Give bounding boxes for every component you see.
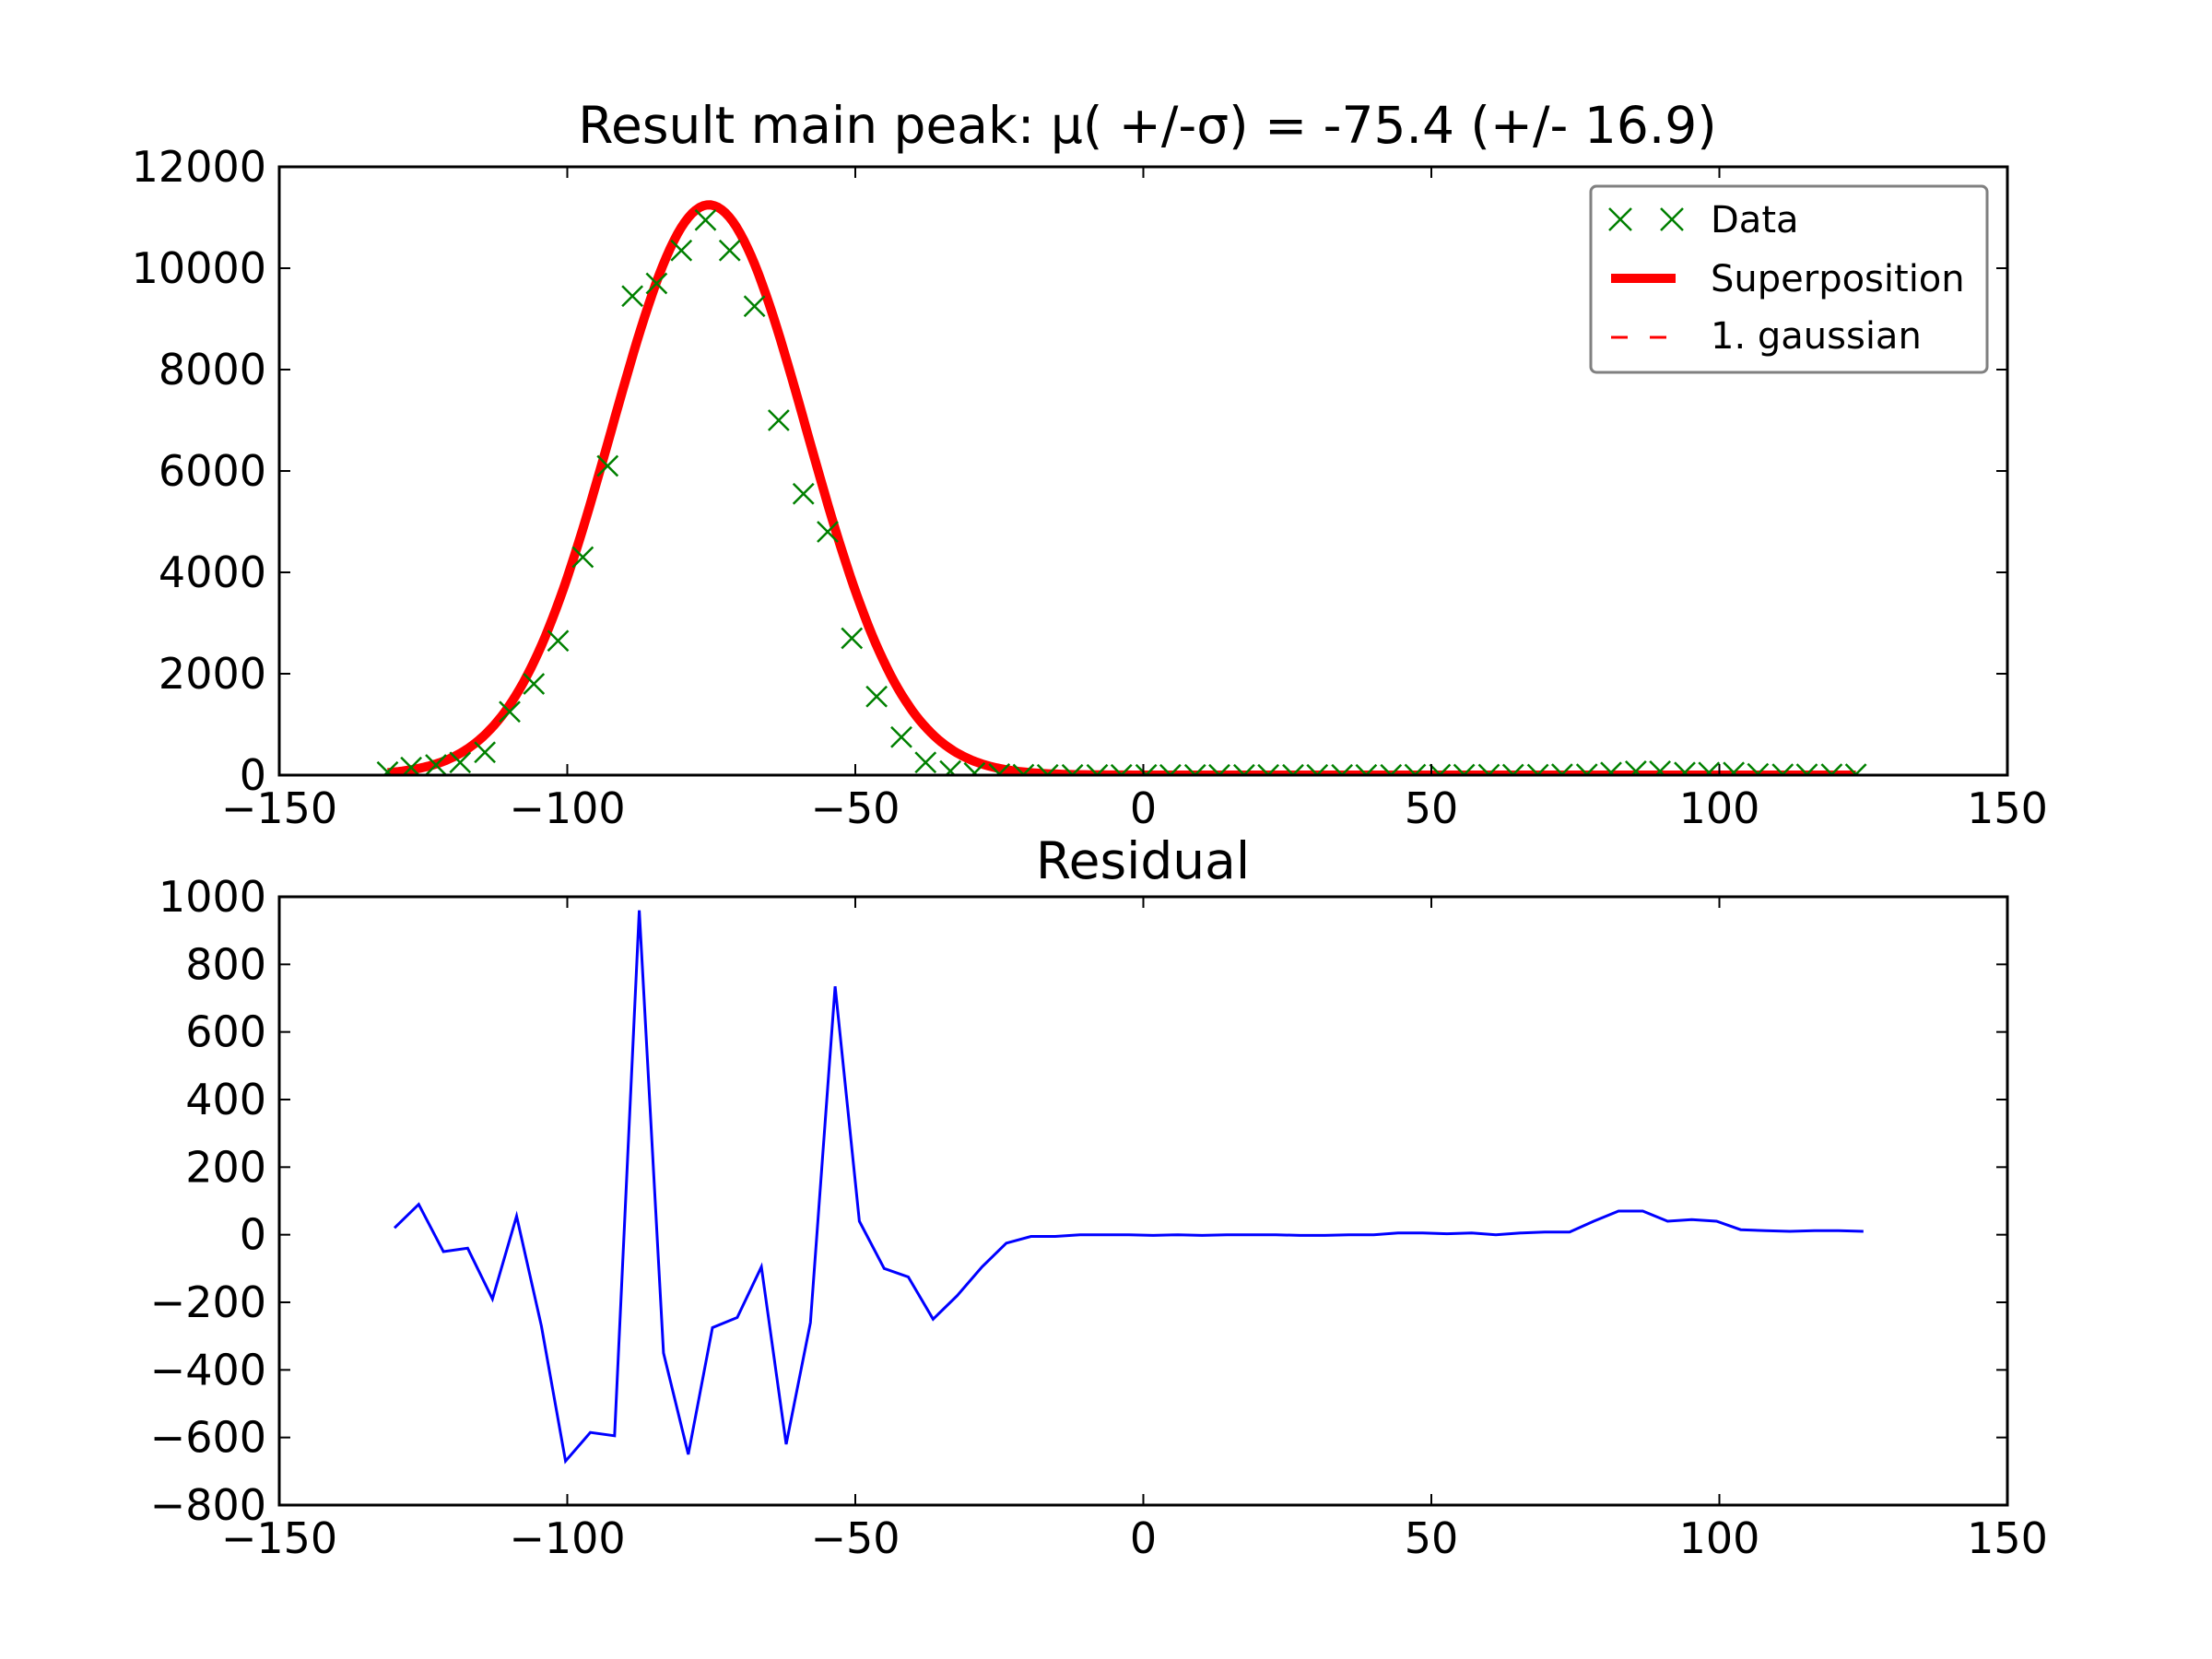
residual-line <box>393 910 1864 1465</box>
data-point <box>841 627 864 650</box>
legend-data-label: Data <box>1711 199 1799 241</box>
data-point <box>596 454 619 477</box>
legend-box <box>1589 184 1989 374</box>
data-point <box>523 673 546 695</box>
main-peak-ytick-label: 10000 <box>132 243 266 293</box>
data-point <box>547 629 570 653</box>
residual-plot: Residual −150 −100 −50 0 50 100 150 −800 −600 −40… <box>150 831 2048 1563</box>
data-point <box>939 759 962 775</box>
data-point <box>817 521 839 543</box>
main-peak-xtick-label: 0 <box>1130 783 1157 833</box>
legend-data-marker-x <box>1608 207 1632 231</box>
data-point <box>621 285 644 308</box>
residual-ytick-label: 0 <box>240 1210 266 1260</box>
main-peak-xtick-label: 50 <box>1405 783 1459 833</box>
data-point <box>963 761 986 775</box>
legend-superposition-label: Superposition <box>1711 258 1965 300</box>
main-peak-xtick-label: −150 <box>221 783 337 833</box>
data-point <box>1723 761 1746 775</box>
main-peak-plot: Result main peak: μ( +/-σ) = -75.4 (+/- … <box>132 96 2048 833</box>
residual-ytick-label: 400 <box>185 1075 266 1124</box>
data-point <box>425 754 447 775</box>
data-point <box>1698 761 1721 775</box>
data-point <box>694 208 717 231</box>
main-peak-ticks: −150 −100 −50 0 50 100 150 0 2000 4000 6000 8000 100… <box>132 142 2048 833</box>
data-point <box>571 546 594 569</box>
residual-xtick-label: 0 <box>1130 1513 1157 1563</box>
legend-gaussian-label: 1. gaussian <box>1711 315 1922 358</box>
residual-ticks: −150 −100 −50 0 50 100 150 −800 −600 −400 −200 0 200… <box>150 872 2048 1563</box>
data-point <box>499 700 521 724</box>
residual-xtick-label: −100 <box>509 1513 625 1563</box>
main-peak-ytick-label: 6000 <box>159 446 266 496</box>
residual-ytick-label: 200 <box>185 1142 266 1192</box>
main-peak-ytick-label: 8000 <box>159 345 266 394</box>
residual-xtick-label: 100 <box>1679 1513 1760 1563</box>
data-point <box>865 685 888 708</box>
residual-ytick-label: −400 <box>150 1345 266 1394</box>
data-point <box>449 751 472 774</box>
data-point <box>914 751 937 774</box>
data-point <box>718 239 741 262</box>
data-point <box>767 409 790 431</box>
main-peak-xtick-label: 100 <box>1679 783 1760 833</box>
main-peak-title: Result main peak: μ( +/-σ) = -75.4 (+/- … <box>578 96 1717 155</box>
residual-ytick-label: 600 <box>185 1007 266 1057</box>
main-peak-xtick-label: 150 <box>1967 783 2048 833</box>
residual-ytick-label: 1000 <box>159 872 266 922</box>
data-point <box>743 295 766 318</box>
data-point <box>474 741 497 764</box>
data-point <box>1600 761 1622 775</box>
residual-ytick-label: −800 <box>150 1480 266 1530</box>
data-point <box>1674 761 1696 775</box>
legend-data-marker-x <box>1660 207 1684 231</box>
data-point <box>1624 759 1647 775</box>
main-peak-ytick-label: 0 <box>240 750 266 800</box>
data-point <box>1649 759 1672 775</box>
data-point <box>376 760 399 775</box>
residual-xtick-label: 50 <box>1405 1513 1459 1563</box>
main-peak-ytick-label: 4000 <box>159 547 266 597</box>
main-peak-xtick-label: −100 <box>509 783 625 833</box>
residual-ytick-label: −600 <box>150 1413 266 1463</box>
data-point <box>890 725 912 748</box>
residual-xtick-label: −50 <box>810 1513 900 1563</box>
data-point <box>670 239 693 262</box>
main-peak-xtick-label: −50 <box>810 783 900 833</box>
residual-ytick-label: 800 <box>185 939 266 989</box>
residual-xtick-label: −150 <box>221 1513 337 1563</box>
legend-data-marker <box>1608 207 1684 231</box>
residual-xtick-label: 150 <box>1967 1513 2048 1563</box>
data-point <box>645 272 668 295</box>
residual-marks <box>393 910 1864 1465</box>
legend: Data Superposition 1. gaussian <box>1589 184 1989 374</box>
main-peak-ytick-label: 12000 <box>132 142 266 192</box>
residual-ytick-label: −200 <box>150 1277 266 1327</box>
main-peak-ytick-label: 2000 <box>159 649 266 699</box>
data-point <box>792 482 815 505</box>
residual-title: Residual <box>1036 831 1250 890</box>
